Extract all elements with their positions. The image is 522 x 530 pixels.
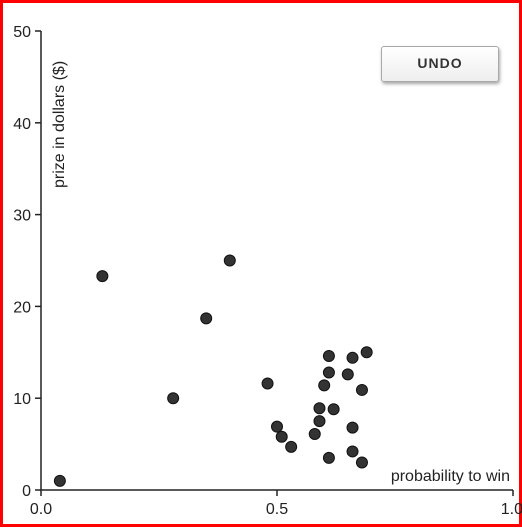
data-point[interactable] [167, 392, 180, 405]
y-tick-label: 20 [13, 299, 31, 316]
y-tick-label: 10 [13, 391, 31, 408]
data-point[interactable] [341, 368, 354, 381]
x-ticks: 0.0 0.5 1.0 [30, 490, 522, 518]
x-tick-label: 0.5 [266, 501, 288, 518]
data-point[interactable] [346, 445, 359, 458]
x-axis-title: probability to win [391, 468, 510, 485]
data-point[interactable] [327, 403, 340, 416]
data-point[interactable] [313, 402, 326, 415]
data-point[interactable] [360, 346, 373, 359]
data-point[interactable] [308, 428, 321, 441]
data-point[interactable] [285, 440, 298, 453]
data-point[interactable] [96, 270, 109, 283]
y-tick-label: 40 [13, 116, 31, 133]
data-point[interactable] [53, 474, 66, 487]
undo-button[interactable]: UNDO [381, 46, 499, 82]
y-ticks: 0 10 20 30 40 50 [13, 24, 41, 500]
x-tick-label: 0.0 [30, 501, 52, 518]
scatter-chart[interactable]: 0 10 20 30 40 50 0.0 0.5 1.0 prize in dollars (… [3, 3, 522, 530]
data-point[interactable] [261, 377, 274, 390]
data-point[interactable] [275, 430, 288, 443]
y-tick-label: 50 [13, 24, 31, 41]
data-point[interactable] [271, 420, 283, 433]
data-points [53, 254, 373, 487]
data-point[interactable] [346, 421, 359, 434]
data-point[interactable] [318, 379, 331, 392]
data-point[interactable] [223, 254, 236, 267]
data-point[interactable] [322, 451, 335, 464]
y-tick-label: 30 [13, 208, 31, 225]
data-point[interactable] [200, 312, 213, 325]
x-tick-label: 1.0 [501, 501, 522, 518]
data-point[interactable] [355, 456, 368, 469]
data-point[interactable] [322, 349, 335, 362]
data-point[interactable] [322, 366, 335, 379]
y-tick-label: 0 [22, 483, 31, 500]
data-point[interactable] [313, 415, 326, 428]
data-point[interactable] [355, 383, 368, 396]
y-axis-title: prize in dollars ($) [51, 61, 68, 188]
data-point[interactable] [346, 351, 359, 364]
